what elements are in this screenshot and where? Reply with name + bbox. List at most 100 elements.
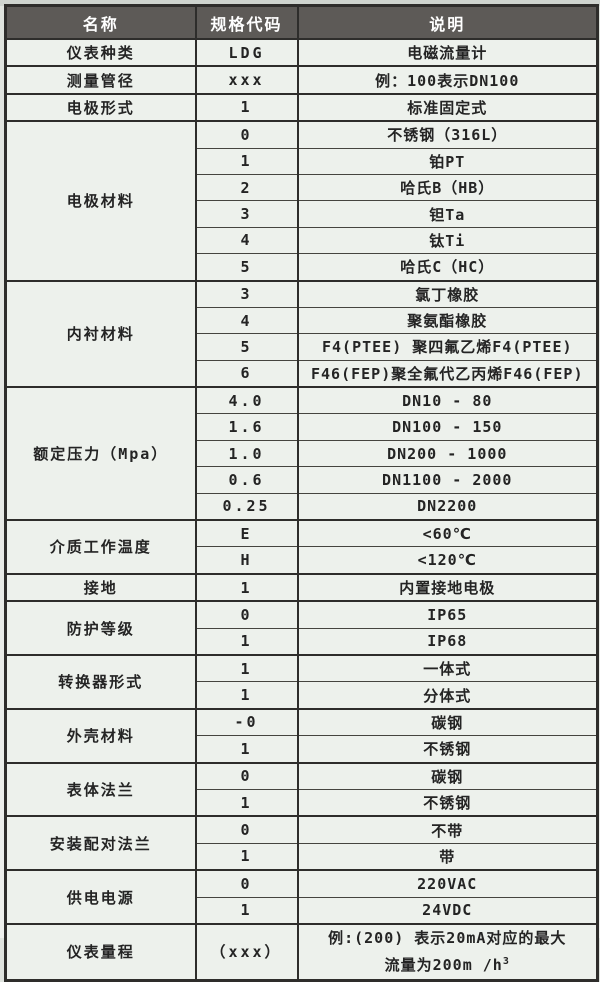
spec-row: 额定压力（Mpa） 4.0 DN10 - 80	[4, 386, 599, 521]
spec-code-cell: 4.0	[195, 386, 299, 415]
spec-code-cell: 0	[195, 869, 299, 898]
group-name-cell: 电极形式	[4, 92, 197, 122]
group-name-cell: 测量管径	[4, 65, 197, 95]
spec-desc-cell: 内置接地电极	[297, 572, 599, 602]
spec-code-cell: H	[195, 546, 299, 575]
spec-code-cell: 1	[195, 147, 299, 175]
spec-row: 电极形式 1 标准固定式	[4, 92, 599, 122]
spec-row: 安装配对法兰 0 不带	[4, 815, 599, 871]
spec-desc-cell: 哈氏B（HB）	[297, 173, 599, 202]
spec-desc-cell: DN100 - 150	[297, 413, 599, 441]
spec-desc-cell: F4(PTEE) 聚四氟乙烯F4(PTEE)	[297, 333, 599, 361]
spec-row: 1 24VDC	[6, 896, 599, 925]
spec-desc-cell: 例:(200) 表示20mA对应的最大 流量为200m /h3	[297, 922, 599, 981]
group-name-cell: 接地	[4, 572, 197, 602]
desc-line: 流量为200m /h3	[384, 956, 510, 975]
spec-code-cell: 0.6	[195, 466, 299, 494]
spec-row: 2 哈氏B（HB）	[6, 173, 599, 202]
spec-desc-cell: <120℃	[297, 546, 599, 575]
spec-desc-cell: 钛Ti	[297, 226, 599, 255]
spec-code-cell: 1	[195, 842, 299, 871]
spec-code-cell: 0.25	[195, 492, 299, 521]
spec-row: 3 钽Ta	[6, 200, 599, 228]
spec-code-cell: 4	[195, 226, 299, 255]
spec-row: 6 F46(FEP)聚全氟代乙丙烯F46(FEP)	[6, 359, 599, 388]
spec-row: 电极材料 0 不锈钢（316L）	[4, 120, 599, 282]
spec-desc-cell: DN10 - 80	[297, 386, 599, 415]
spec-row: 防护等级 0 IP65	[4, 600, 599, 656]
spec-code-cell: 1	[195, 735, 299, 764]
spec-code-cell: xxx	[195, 65, 299, 95]
spec-desc-cell: 电磁流量计	[297, 37, 599, 67]
spec-desc-cell: 氯丁橡胶	[297, 279, 599, 308]
spec-desc-cell: 220VAC	[297, 869, 599, 898]
spec-desc-cell: 分体式	[297, 681, 599, 710]
spec-desc-cell: 钽Ta	[297, 200, 599, 228]
spec-desc-cell: 碳钢	[297, 707, 599, 737]
spec-row: 仪表种类 LDG 电磁流量计	[4, 37, 599, 67]
spec-row: 0.25 DN2200	[6, 492, 599, 521]
spec-table: 名称 规格代码 说明 仪表种类 LDG 电磁流量计 测量管径 xxx 例：100表示DN1…	[4, 4, 599, 982]
group-name-cell: 介质工作温度	[4, 519, 197, 575]
spec-desc-cell: 一体式	[297, 653, 599, 683]
spec-row: 4 钛Ti	[6, 226, 599, 255]
spec-desc-cell: IP65	[297, 600, 599, 629]
spec-row: 供电电源 0 220VAC	[4, 869, 599, 925]
spec-code-cell: （xxx）	[195, 922, 299, 981]
spec-code-cell: 1.6	[195, 413, 299, 441]
column-header-code: 规格代码	[194, 4, 299, 40]
spec-code-cell: 1	[195, 896, 299, 925]
spec-code-cell: 1	[195, 681, 299, 710]
column-header-name: 名称	[4, 4, 197, 40]
group-name-cell: 仪表量程	[4, 922, 197, 981]
spec-row: 内衬材料 3 氯丁橡胶	[4, 279, 599, 388]
spec-code-cell: 3	[195, 279, 299, 308]
spec-code-cell: 1.0	[195, 439, 299, 468]
spec-desc-cell: 带	[297, 842, 599, 871]
group-name-cell: 供电电源	[4, 869, 197, 925]
spec-code-cell: 4	[195, 306, 299, 335]
spec-row: 外壳材料 -0 碳钢	[4, 707, 599, 764]
spec-code-cell: 6	[195, 359, 299, 388]
spec-desc-cell: 哈氏C（HC）	[297, 253, 599, 282]
spec-desc-cell: 不锈钢（316L）	[297, 120, 599, 149]
spec-desc-cell: IP68	[297, 627, 599, 656]
group-name-cell: 外壳材料	[4, 707, 197, 764]
spec-desc-cell: 例：100表示DN100	[297, 65, 599, 95]
spec-desc-cell: 不带	[297, 815, 599, 844]
spec-code-cell: 1	[195, 572, 299, 602]
spec-desc-cell: F46(FEP)聚全氟代乙丙烯F46(FEP)	[297, 359, 599, 388]
spec-row: 4 聚氨酯橡胶	[6, 306, 599, 335]
spec-desc-cell: DN200 - 1000	[297, 439, 599, 468]
spec-desc-cell: 不锈钢	[297, 735, 599, 764]
spec-code-cell: 3	[195, 200, 299, 228]
spec-desc-cell: DN1100 - 2000	[297, 466, 599, 494]
spec-row: 1 IP68	[6, 627, 599, 656]
spec-code-cell: 0	[195, 761, 299, 790]
spec-desc-cell: <60℃	[297, 519, 599, 548]
spec-row: H <120℃	[6, 546, 599, 575]
spec-code-cell: 1	[195, 92, 299, 122]
spec-row: 转换器形式 1 一体式	[4, 653, 599, 710]
spec-desc-cell: 标准固定式	[297, 92, 599, 122]
spec-desc-cell: 铂PT	[297, 147, 599, 175]
spec-row: 仪表量程 （xxx） 例:(200) 表示20mA对应的最大 流量为200m /h3	[4, 922, 599, 981]
spec-code-cell: -0	[195, 707, 299, 737]
spec-code-cell: LDG	[195, 37, 299, 67]
spec-desc-cell: 碳钢	[297, 761, 599, 790]
spec-code-cell: 0	[195, 600, 299, 629]
spec-desc-cell: 不锈钢	[297, 788, 599, 817]
spec-code-cell: 2	[195, 173, 299, 202]
spec-row: 1 不锈钢	[6, 788, 599, 817]
spec-row: 接地 1 内置接地电极	[4, 572, 599, 602]
group-name-cell: 转换器形式	[4, 653, 197, 710]
spec-desc-cell: 24VDC	[297, 896, 599, 925]
spec-desc-cell: 聚氨酯橡胶	[297, 306, 599, 335]
group-name-cell: 电极材料	[4, 120, 197, 282]
spec-row: 1.6 DN100 - 150	[6, 413, 599, 441]
spec-code-cell: 5	[195, 333, 299, 361]
spec-row: 测量管径 xxx 例：100表示DN100	[4, 65, 599, 95]
spec-code-cell: 0	[195, 815, 299, 844]
spec-code-cell: 1	[195, 627, 299, 656]
